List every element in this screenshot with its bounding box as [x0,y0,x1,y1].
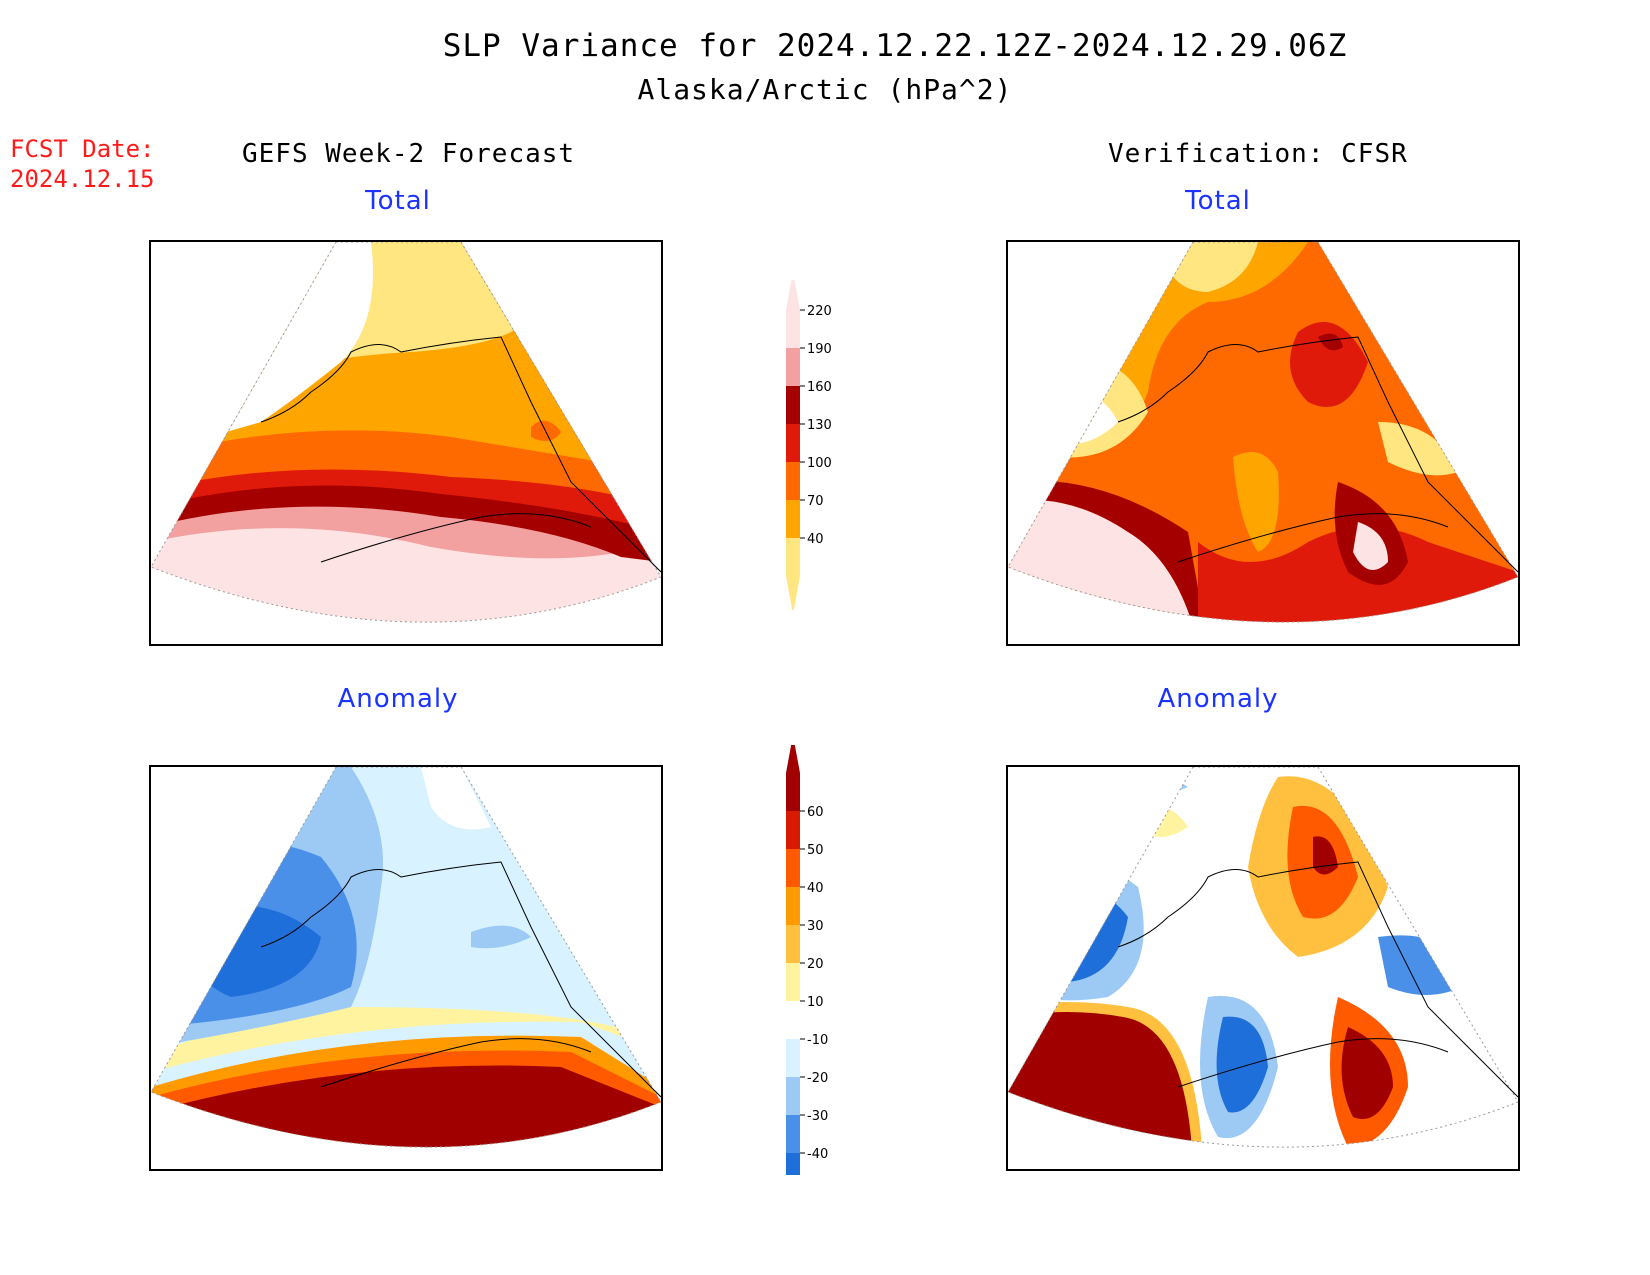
forecast-total-title: Total [365,186,431,216]
verification-total-title: Total [1185,186,1251,216]
colorbar-anomaly-swatch [786,925,800,963]
verification-anomaly-map [1006,765,1520,1171]
colorbar-anomaly-swatch [786,1153,800,1175]
forecast-column-heading: GEFS Week-2 Forecast [242,139,576,169]
colorbar-total-top-tip [786,280,800,310]
colorbar-anomaly-label: -30 [807,1109,828,1124]
colorbar-anomaly-label: 50 [807,843,824,858]
colorbar-anomaly-swatch [786,1039,800,1077]
colorbar-anomaly-label: 30 [807,919,824,934]
colorbar-anomaly-swatch [786,1077,800,1115]
colorbar-total-bottom-tip [786,576,800,610]
colorbar-total-label: 190 [807,342,832,357]
colorbar-anomaly-label: -20 [807,1071,828,1086]
colorbar-total-swatch [786,348,800,386]
forecast-date-label: FCST Date: [10,135,155,163]
colorbar-total-label: 100 [807,456,832,471]
colorbar-anomaly-label: -40 [807,1147,828,1162]
anomaly-colorbar: -40 -30 -20 -10 10 20 30 40 50 60 [786,745,828,1175]
colorbar-total-swatch [786,424,800,462]
colorbar-total-swatch [786,386,800,424]
verification-total-map [1006,240,1520,646]
chart-title: SLP Variance for 2024.12.22.12Z-2024.12.… [442,28,1348,64]
verification-anomaly-title: Anomaly [1157,684,1279,714]
colorbar-anomaly-swatch [786,1001,800,1039]
colorbar-anomaly-label: 60 [807,805,824,820]
colorbar-total-swatch [786,310,800,348]
colorbar-anomaly-swatch [786,773,800,811]
colorbar-anomaly-top-tip [786,745,800,773]
colorbar-total-label: 40 [807,532,824,547]
colorbar-anomaly-swatch [786,849,800,887]
chart-subtitle: Alaska/Arctic (hPa^2) [637,73,1013,106]
forecast-total-map [149,240,663,646]
colorbar-total-swatch [786,538,800,576]
forecast-anomaly-map [149,765,663,1171]
colorbar-total-label: 160 [807,380,832,395]
colorbar-anomaly-label: 20 [807,957,824,972]
colorbar-anomaly-label: 10 [807,995,824,1010]
total-colorbar: 40 70 100 130 160 190 220 [786,280,832,610]
colorbar-anomaly-label: 40 [807,881,824,896]
forecast-date-value: 2024.12.15 [10,165,155,193]
colorbar-total-swatch [786,500,800,538]
verification-column-heading: Verification: CFSR [1108,139,1408,169]
colorbar-total-label: 220 [807,304,832,319]
forecast-anomaly-title: Anomaly [337,684,459,714]
colorbar-total-label: 130 [807,418,832,433]
colorbar-total-swatch [786,462,800,500]
colorbar-anomaly-swatch [786,811,800,849]
colorbar-total-label: 70 [807,494,824,509]
colorbar-anomaly-label: -10 [807,1033,828,1048]
colorbar-anomaly-swatch [786,1115,800,1153]
colorbar-anomaly-swatch [786,887,800,925]
colorbar-anomaly-swatch [786,963,800,1001]
forecast-date: FCST Date: 2024.12.15 [10,134,155,194]
